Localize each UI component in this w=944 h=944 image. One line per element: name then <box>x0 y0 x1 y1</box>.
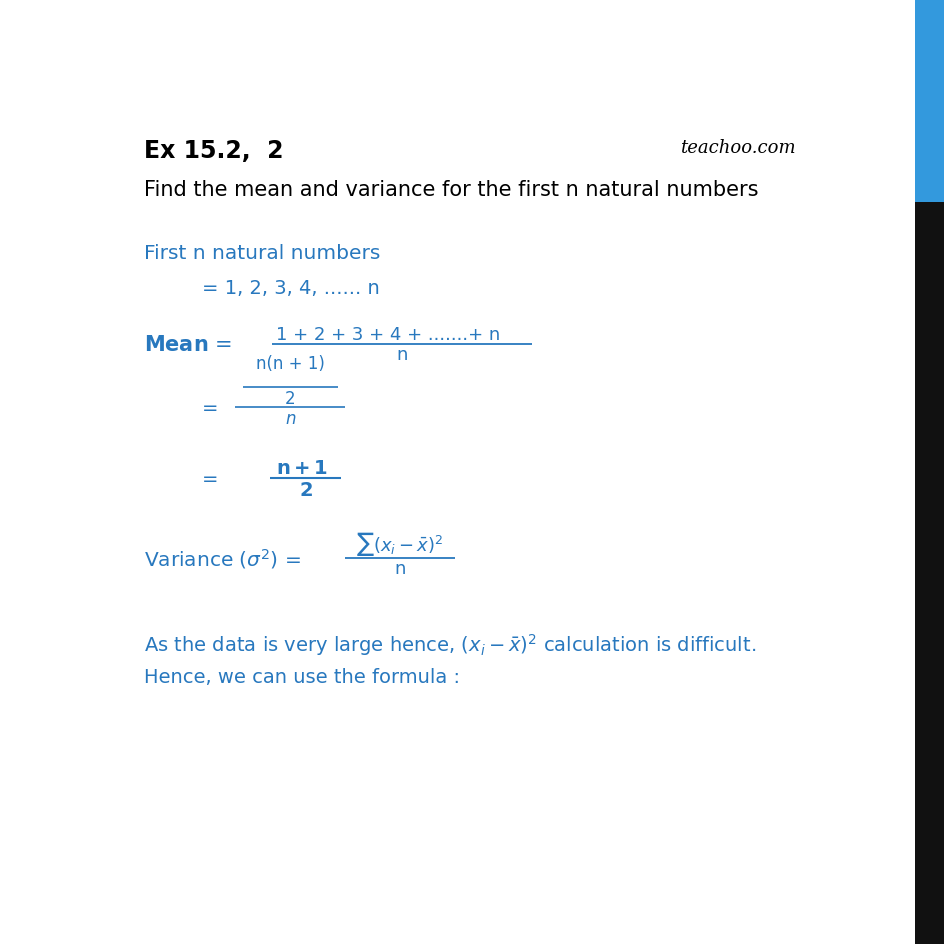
Text: $\mathbf{n + 1}$: $\mathbf{n + 1}$ <box>276 459 328 478</box>
Text: teachoo.com: teachoo.com <box>680 139 795 157</box>
Text: $\mathbf{Mean}$ =: $\mathbf{Mean}$ = <box>143 334 231 354</box>
Text: As the data is very large hence, $(x_i - \bar{x})^2$ calculation is difficult.: As the data is very large hence, $(x_i -… <box>143 632 755 657</box>
Text: Variance ($\sigma^2$) =: Variance ($\sigma^2$) = <box>143 547 300 570</box>
Text: = 1, 2, 3, 4, ...... n: = 1, 2, 3, 4, ...... n <box>202 278 379 297</box>
Text: Find the mean and variance for the first n natural numbers: Find the mean and variance for the first… <box>143 180 757 200</box>
Text: n: n <box>394 560 405 578</box>
Text: n(n + 1): n(n + 1) <box>256 355 325 373</box>
Text: First n natural numbers: First n natural numbers <box>143 244 379 263</box>
Text: n: n <box>396 346 407 363</box>
Text: 2: 2 <box>285 390 295 408</box>
Text: Hence, we can use the formula :: Hence, we can use the formula : <box>143 667 460 686</box>
Text: $\sum(x_i - \bar{x})^2$: $\sum(x_i - \bar{x})^2$ <box>356 530 444 557</box>
Text: $\mathbf{2}$: $\mathbf{2}$ <box>298 480 312 499</box>
Text: $n$: $n$ <box>284 410 295 428</box>
Text: =: = <box>202 469 219 488</box>
Text: =: = <box>202 398 219 417</box>
Text: Ex 15.2,  2: Ex 15.2, 2 <box>143 139 283 162</box>
Text: 1 + 2 + 3 + 4 + .......+ n: 1 + 2 + 3 + 4 + .......+ n <box>276 326 499 344</box>
